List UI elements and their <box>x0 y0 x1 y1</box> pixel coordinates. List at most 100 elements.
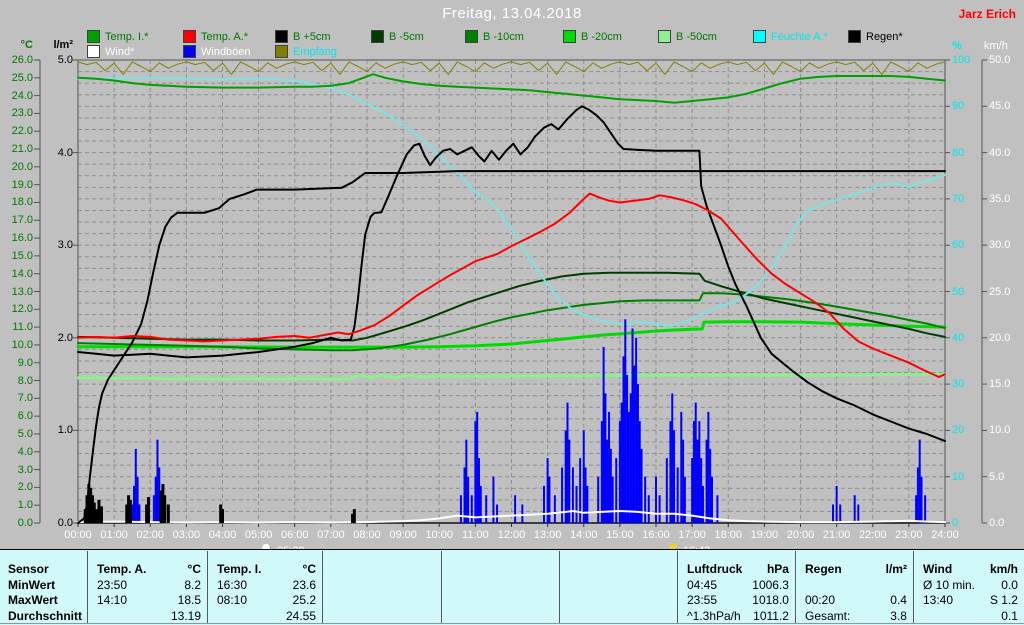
temp-tick-label: 25.0 <box>11 71 33 84</box>
humidity-tick-label: 30 <box>952 378 965 391</box>
wind-tick-label: 50.0 <box>989 54 1011 66</box>
legend-label: Temp. I.* <box>105 30 149 43</box>
legend-label: B -20cm <box>581 30 622 43</box>
time-tick-label: 12:00 <box>497 529 526 541</box>
temp-tick-label: 17.0 <box>11 214 33 227</box>
temp-tick-label: 16.0 <box>11 232 33 245</box>
table-cell-time: 04:45 <box>687 578 718 592</box>
table-col-header: Temp. A. <box>97 562 147 576</box>
legend-item-empfang: Empfang <box>275 45 337 58</box>
time-tick-label: 19:00 <box>750 529 779 541</box>
table-col-unit: hPa <box>766 562 789 576</box>
summary-table: Sensor MinWert MaxWert Durchschnitt Temp. A.… <box>0 549 1024 625</box>
table-col-unit: km/h <box>989 562 1018 576</box>
table-column-separator <box>441 551 442 623</box>
temp-tick-label: 20.0 <box>11 160 33 173</box>
legend-swatch-icon <box>371 30 384 43</box>
time-tick-label: 15:00 <box>606 529 634 541</box>
temp-tick-label: 9.0 <box>17 356 33 369</box>
table-col-unit: °C <box>187 562 201 576</box>
time-tick-label: 00:00 <box>64 529 92 541</box>
temp-tick-label: 11.0 <box>12 321 33 334</box>
table-cell-value: 1011.2 <box>753 609 789 623</box>
legend-item-b-50cm: B -50cm <box>658 30 717 43</box>
table-cell-value: 8.2 <box>184 578 201 592</box>
table-cell-time: 00:20 <box>805 593 836 607</box>
table-cell-time: 08:10 <box>217 593 248 607</box>
series-feuchte-a- <box>77 76 946 327</box>
legend-item-temp-i-: Temp. I.* <box>87 30 148 43</box>
time-tick-label: 13:00 <box>533 529 562 541</box>
legend-item-wind-: Wind* <box>87 45 134 58</box>
temp-tick-label: 21.0 <box>11 143 33 156</box>
table-cell-value: 1006.3 <box>752 578 789 592</box>
legend-label: Empfang <box>293 45 338 58</box>
legend-swatch-icon <box>465 30 478 43</box>
legend-swatch-icon <box>183 30 196 43</box>
wind-tick-label: 15.0 <box>989 378 1011 391</box>
table-col-header: Wind <box>923 562 953 576</box>
time-tick-label: 03:00 <box>172 529 201 541</box>
rain-tick-label: 4.0 <box>57 146 73 159</box>
time-tick-label: 07:00 <box>317 529 345 541</box>
legend-swatch-icon <box>87 30 100 43</box>
legend-label: Wind* <box>105 45 135 58</box>
temp-tick-label: 0.0 <box>17 517 33 529</box>
time-tick-label: 14:00 <box>569 529 598 541</box>
table-cell-value: 0.4 <box>890 593 907 607</box>
wind-tick-label: 5.0 <box>989 470 1005 483</box>
time-tick-label: 01:00 <box>100 529 128 541</box>
table-row-label: MaxWert <box>8 593 58 607</box>
table-row-label: Sensor <box>8 562 49 576</box>
time-tick-label: 16:00 <box>642 529 670 541</box>
time-tick-label: 10:00 <box>425 529 454 541</box>
table-cell-value: 23.6 <box>292 578 316 592</box>
series-regen-intervall- <box>83 484 356 523</box>
time-tick-label: 23:00 <box>895 529 923 541</box>
time-tick-label: 09:00 <box>389 529 417 541</box>
table-col-header: Temp. I. <box>217 562 262 576</box>
temp-tick-label: 1.0 <box>17 499 33 512</box>
wind-tick-label: 40.0 <box>989 146 1011 159</box>
table-col-unit: l/m² <box>885 562 907 576</box>
wind-tick-label: 45.0 <box>989 100 1011 113</box>
rain-tick-label: 2.0 <box>57 331 73 344</box>
time-tick-label: 05:00 <box>244 529 273 541</box>
legend-swatch-icon <box>658 30 671 43</box>
page-title: Freitag, 13.04.2018 <box>442 5 582 22</box>
time-tick-label: 18:00 <box>714 529 743 541</box>
time-tick-label: 08:00 <box>353 529 381 541</box>
humidity-tick-label: 20 <box>952 424 965 437</box>
temp-tick-label: 10.0 <box>11 338 33 351</box>
table-col-header: Luftdruck <box>687 562 743 576</box>
series-b-20cm <box>76 320 947 349</box>
legend-label: Windböen <box>201 45 251 58</box>
legend-item-windb-en: Windböen <box>183 45 251 58</box>
humidity-tick-label: 80 <box>952 146 965 159</box>
table-row-label: MinWert <box>8 578 56 592</box>
wind-tick-label: 25.0 <box>989 285 1011 298</box>
series-b-5cm <box>77 105 946 443</box>
legend-item-temp-a-: Temp. A.* <box>183 30 248 43</box>
time-tick-label: 21:00 <box>822 529 851 541</box>
time-tick-label: 22:00 <box>858 529 887 541</box>
legend-swatch-icon <box>87 45 100 58</box>
temp-tick-label: 13.0 <box>11 285 33 298</box>
time-tick-label: 11:00 <box>462 529 489 541</box>
legend-item-feuchte-a-: Feuchte A.* <box>753 30 828 43</box>
temp-tick-label: 15.0 <box>11 249 33 262</box>
legend-item-b-20cm: B -20cm <box>563 30 622 43</box>
temp-axis-unit: °C <box>20 39 33 51</box>
table-column-separator <box>322 551 323 623</box>
table-column-separator <box>677 551 678 623</box>
wind-tick-label: 30.0 <box>989 239 1011 252</box>
humidity-tick-label: 100 <box>952 54 971 66</box>
temp-tick-label: 24.0 <box>11 89 33 102</box>
time-tick-label: 20:00 <box>786 529 815 541</box>
table-cell-value: 0.0 <box>1001 578 1018 592</box>
legend-swatch-icon <box>563 30 576 43</box>
temp-tick-label: 26.0 <box>11 54 33 66</box>
series-wind <box>77 510 946 524</box>
temp-tick-label: 3.0 <box>17 463 33 476</box>
table-column-separator <box>559 551 560 623</box>
